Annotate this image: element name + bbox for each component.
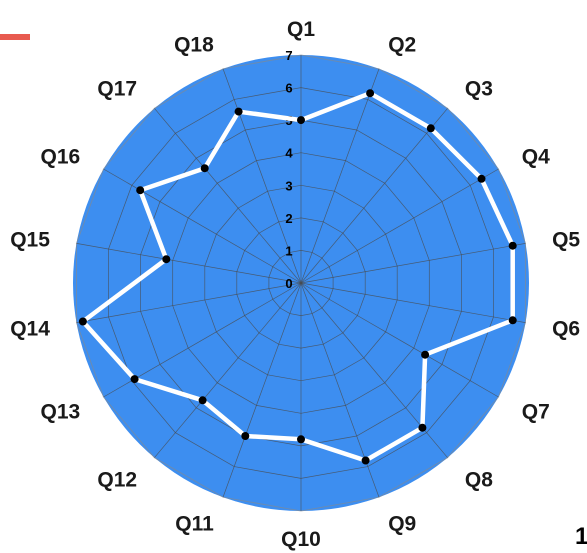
data-point-q17 [200,164,209,173]
grid-spoke [222,282,302,498]
grid-spoke [300,108,448,284]
category-label-q15: Q15 [10,229,50,252]
grid-spoke [76,243,302,284]
category-label-q1: Q1 [287,18,315,41]
grid-spoke [103,168,302,284]
grid-spoke [300,168,499,284]
corner-text: 1 [575,523,587,550]
data-point-q1 [297,116,305,125]
category-label-q9: Q9 [388,513,416,536]
category-label-q16: Q16 [40,146,80,169]
category-label-q14: Q14 [10,317,50,340]
category-label-q12: Q12 [97,468,137,491]
data-point-q6 [508,316,517,325]
radial-tick-label: 4 [285,146,293,161]
grid-spoke [222,68,302,284]
category-label-q3: Q3 [465,78,493,101]
category-label-q13: Q13 [40,401,80,424]
radial-tick-label: 1 [285,243,292,258]
radial-tick-label: 3 [285,178,292,193]
data-point-q5 [508,241,517,250]
category-label-q4: Q4 [522,146,550,169]
data-point-q9 [361,456,370,465]
data-point-q4 [477,174,486,183]
radial-tick-label: 6 [285,81,292,96]
category-label-q6: Q6 [552,317,580,340]
grid-spoke [76,282,302,323]
data-point-q12 [198,396,207,405]
radial-tick-label: 7 [285,48,292,63]
data-point-q2 [366,89,375,98]
grid-spoke [300,282,499,398]
data-point-q8 [418,423,427,432]
data-point-q13 [130,375,139,384]
data-point-q7 [421,350,430,359]
category-label-q7: Q7 [522,401,550,424]
data-point-q15 [162,255,171,264]
data-point-q10 [297,435,305,444]
grid-spoke [154,282,302,458]
category-label-q10: Q10 [281,528,321,551]
accent-bar [0,34,30,40]
data-point-q18 [234,107,243,116]
category-label-q18: Q18 [174,33,214,56]
category-label-q17: Q17 [97,78,137,101]
data-point-q3 [426,124,435,133]
data-point-q16 [136,186,145,195]
data-point-q14 [78,317,87,326]
grid-spoke [300,243,526,284]
grid-spoke [300,282,526,323]
category-label-q5: Q5 [552,229,580,252]
category-label-q11: Q11 [175,513,214,536]
grid-spoke [154,108,302,284]
grid-spoke [300,68,380,284]
data-points [78,89,517,465]
category-labels: Q1 Q2 Q3 Q4 Q5 Q6 Q7 Q8 Q9 Q10 Q11 Q12 Q13 Q14 Q15 Q16 Q… [10,18,580,551]
category-label-q8: Q8 [465,468,493,491]
category-label-q2: Q2 [388,33,416,56]
radial-tick-label: 2 [285,211,292,226]
data-point-q11 [241,432,250,440]
radial-tick-label: 0 [285,276,292,291]
